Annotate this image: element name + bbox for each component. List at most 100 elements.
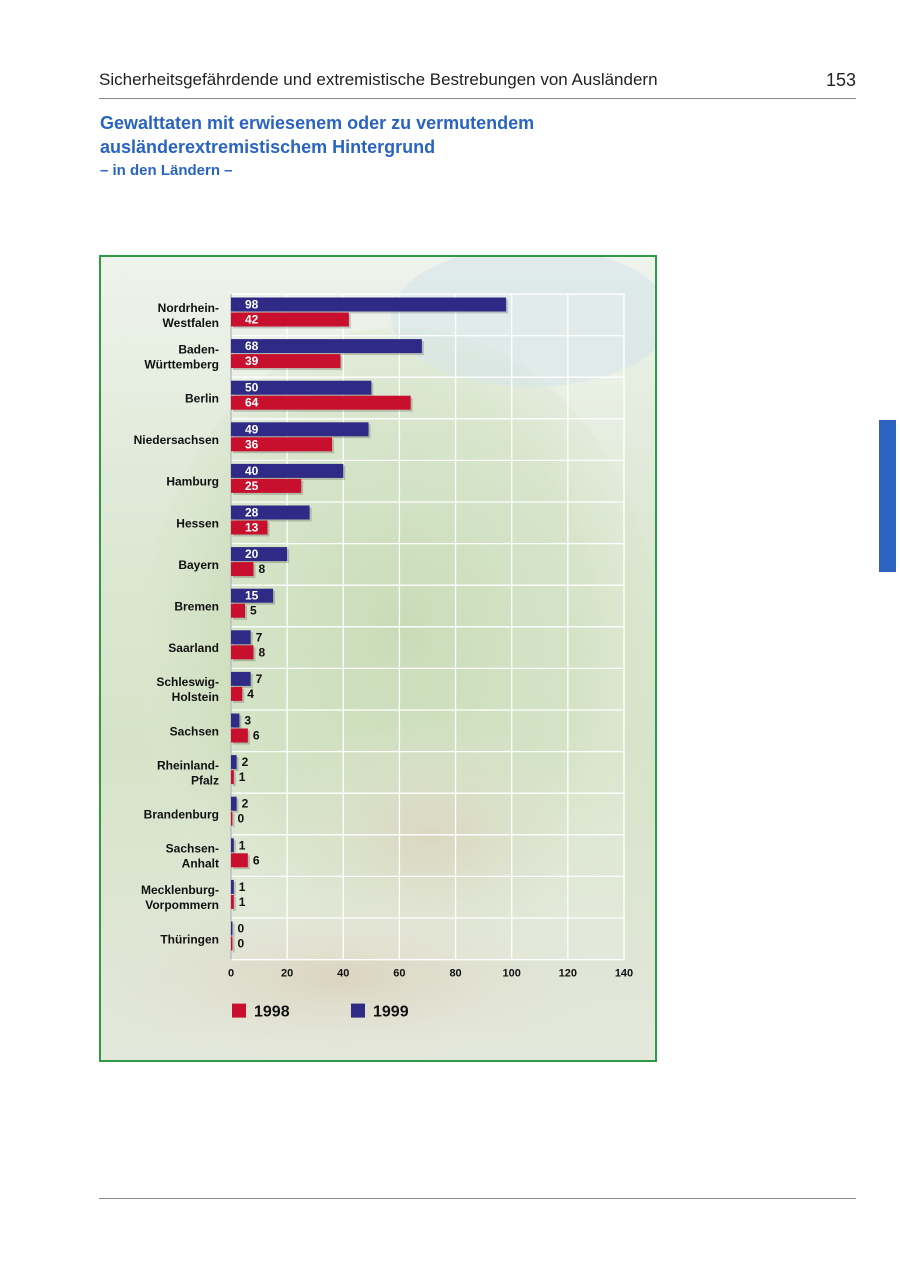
bar-value-label-1999: 2	[242, 797, 249, 811]
bar-1999	[231, 588, 274, 603]
category-label: Sachsen	[170, 724, 219, 738]
category-label: Rheinland-	[157, 758, 219, 772]
legend-swatch-1999	[351, 1003, 365, 1018]
category-label: Anhalt	[182, 857, 219, 871]
x-tick-label: 60	[393, 968, 405, 980]
bar-1998	[231, 562, 254, 577]
bar-1998	[231, 645, 254, 660]
bar-value-label-1998: 8	[258, 645, 265, 659]
category-label: Mecklenburg-	[141, 883, 219, 897]
bar-1999	[231, 297, 507, 312]
bar-1999	[231, 713, 240, 728]
bar-1998	[231, 312, 349, 327]
bar-1998	[231, 395, 411, 410]
legend-label-1998: 1998	[254, 1004, 290, 1021]
bar-value-label-1998: 25	[245, 479, 259, 493]
bar-value-label-1999: 28	[245, 506, 259, 520]
page-number: 153	[825, 70, 856, 90]
bar-value-label-1999: 2	[242, 755, 249, 769]
bar-1999	[231, 339, 422, 354]
bar-value-label-1998: 6	[253, 853, 260, 867]
bar-1998	[231, 853, 248, 868]
bar-1998	[231, 728, 248, 743]
bar-1998	[231, 811, 233, 826]
chart-title-line-2: ausländerextremistischem Hintergrund	[100, 137, 436, 157]
bar-value-label-1998: 42	[245, 313, 259, 327]
chart-frame: 98 42 68 39 50 64 49 36 40 25 28 13 20 8 15 5 7 8 7 4 3 6 2 1 2 0…	[99, 255, 657, 1062]
bar-shadow	[233, 772, 236, 787]
category-label: Hamburg	[166, 475, 219, 489]
bar-value-label-1999: 15	[245, 589, 259, 603]
bar-value-label-1998: 5	[250, 604, 257, 618]
running-title: Sicherheitsgefährdende und extremistisch…	[99, 70, 658, 89]
chapter-tab-marker	[879, 420, 896, 572]
bar-1999	[231, 796, 237, 811]
x-tick-label: 40	[337, 968, 349, 980]
x-tick-label: 100	[503, 968, 521, 980]
bar-1999	[231, 921, 233, 936]
x-tick-label: 0	[228, 968, 234, 980]
bar-1999	[231, 879, 234, 894]
bar-value-label-1998: 36	[245, 437, 259, 451]
chart-heading: Gewalttaten mit erwiesenem oder zu vermu…	[100, 111, 534, 183]
bar-value-label-1999: 49	[245, 422, 259, 436]
category-label: Vorpommern	[145, 898, 219, 912]
chart-bars: 9842683950644936402528132081557874362120…	[231, 297, 509, 953]
bar-value-label-1999: 98	[245, 298, 259, 312]
legend-swatch-1998	[232, 1003, 246, 1018]
bar-value-label-1998: 0	[238, 937, 245, 951]
bar-1998	[231, 603, 246, 618]
chart-subtitle: – in den Ländern –	[100, 162, 233, 179]
bar-value-label-1998: 64	[245, 396, 259, 410]
category-label: Hessen	[176, 516, 219, 530]
category-label: Thüringen	[160, 932, 219, 946]
bar-value-label-1998: 4	[247, 687, 254, 701]
category-label: Sachsen-	[166, 842, 219, 856]
bar-1998	[231, 936, 233, 951]
bar-1999	[231, 505, 310, 520]
bar-value-label-1999: 3	[244, 714, 251, 728]
bar-1999	[231, 547, 288, 562]
legend-label-1999: 1999	[373, 1004, 409, 1021]
bar-value-label-1998: 8	[258, 562, 265, 576]
chart-category-labels: Nordrhein-Westfalen Baden-Württemberg Berl…	[134, 301, 219, 947]
category-label: Nordrhein-	[158, 301, 219, 315]
bar-value-label-1999: 68	[245, 339, 259, 353]
bar-value-label-1998: 1	[239, 770, 246, 784]
chart-title-line-1: Gewalttaten mit erwiesenem oder zu vermu…	[100, 113, 535, 133]
bar-value-label-1999: 20	[245, 547, 259, 561]
x-tick-label: 80	[449, 968, 461, 980]
bar-1998	[231, 478, 302, 493]
bar-1998	[231, 437, 333, 452]
bar-1999	[231, 463, 344, 478]
bar-value-label-1998: 13	[245, 521, 259, 535]
category-label: Pfalz	[191, 773, 219, 787]
bar-shadow	[233, 938, 235, 953]
bar-shadow	[233, 881, 236, 896]
category-label: Holstein	[172, 690, 219, 704]
bar-shadow	[233, 840, 236, 855]
bar-1999	[231, 755, 237, 770]
bar-shadow	[233, 923, 235, 938]
bar-1999	[231, 671, 251, 686]
bar-1998	[231, 894, 234, 909]
category-label: Westfalen	[163, 316, 219, 330]
bar-1999	[231, 422, 369, 437]
category-label: Schleswig-	[156, 675, 219, 689]
bar-value-label-1999: 50	[245, 381, 259, 395]
category-label: Baden-	[178, 342, 219, 356]
bar-1998	[231, 686, 243, 701]
bar-value-label-1999: 1	[239, 880, 246, 894]
bar-value-label-1998: 0	[238, 812, 245, 826]
bar-1999	[231, 630, 251, 645]
chart-legend: 1998 1999	[232, 1003, 409, 1021]
bar-value-label-1999: 0	[238, 922, 245, 936]
bar-value-label-1999: 40	[245, 464, 259, 478]
x-tick-label: 20	[281, 968, 293, 980]
category-label: Bremen	[174, 600, 219, 614]
chart-x-axis: 0 20 40 60 80 100 120 140	[228, 968, 633, 980]
bar-value-label-1998: 39	[245, 354, 259, 368]
bar-1998	[231, 770, 234, 785]
category-label: Niedersachsen	[134, 433, 219, 447]
bar-value-label-1999: 7	[256, 672, 263, 686]
